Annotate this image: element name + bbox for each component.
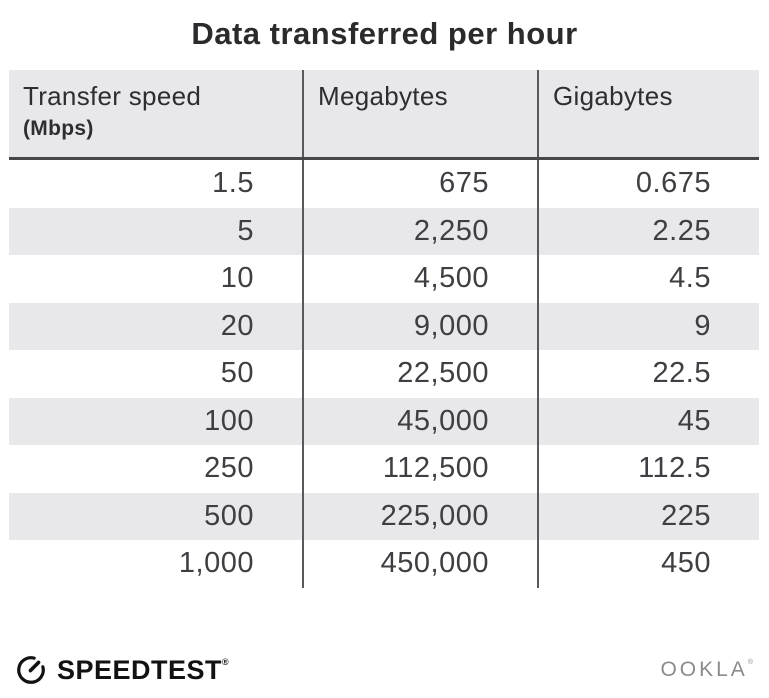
data-table: Transfer speed (Mbps) Megabytes Gigabyte… bbox=[9, 70, 759, 588]
cell-transfer-speed: 100 bbox=[204, 404, 254, 437]
cell-gigabytes: 4.5 bbox=[537, 255, 759, 303]
cell-gigabytes: 22.5 bbox=[537, 350, 759, 398]
cell-gigabytes: 0.675 bbox=[537, 160, 759, 208]
cell-megabytes: 675 bbox=[302, 160, 537, 208]
header-megabytes: Megabytes bbox=[302, 70, 537, 157]
table-row: 5 2,250 2.25 bbox=[9, 207, 759, 255]
speedtest-wordmark: SPEEDTEST® bbox=[57, 654, 230, 685]
cell-transfer-speed: 10 bbox=[220, 262, 254, 295]
cell-transfer-speed: 20 bbox=[220, 309, 254, 342]
cell-megabytes: 9,000 bbox=[302, 302, 537, 350]
cell-gigabytes: 45 bbox=[537, 397, 759, 445]
cell-megabytes: 225,000 bbox=[302, 492, 537, 540]
cell-gigabytes: 2.25 bbox=[537, 207, 759, 255]
table-row: 1.5 675 0.675 bbox=[9, 160, 759, 208]
cell-transfer-speed: 1,000 bbox=[178, 547, 254, 580]
cell-megabytes: 2,250 bbox=[302, 207, 537, 255]
cell-megabytes: 112,500 bbox=[302, 445, 537, 493]
cell-transfer-speed: 250 bbox=[204, 452, 254, 485]
header-gigabytes: Gigabytes bbox=[537, 70, 759, 157]
cell-megabytes: 4,500 bbox=[302, 255, 537, 303]
header-megabytes-label: Megabytes bbox=[318, 81, 448, 111]
table-row: 10 4,500 4.5 bbox=[9, 255, 759, 303]
cell-transfer-speed: 50 bbox=[220, 357, 254, 390]
header-transfer-speed-label: Transfer speed bbox=[23, 81, 202, 111]
header-transfer-speed: Transfer speed (Mbps) bbox=[9, 70, 302, 157]
ookla-logo: OOKLA® bbox=[660, 658, 753, 681]
table-row: 250 112,500 112.5 bbox=[9, 445, 759, 493]
table-row: 20 9,000 9 bbox=[9, 302, 759, 350]
cell-gigabytes: 112.5 bbox=[537, 445, 759, 493]
registered-mark-icon: ® bbox=[747, 659, 753, 666]
footer: SPEEDTEST® OOKLA® bbox=[14, 648, 753, 692]
table-row: 50 22,500 22.5 bbox=[9, 350, 759, 398]
table-row: 500 225,000 225 bbox=[9, 492, 759, 540]
cell-transfer-speed: 5 bbox=[237, 214, 254, 247]
table-body: 1.5 675 0.675 5 2,250 2.25 10 4,500 4.5 20 9,000 9 5… bbox=[9, 160, 759, 588]
cell-gigabytes: 450 bbox=[537, 540, 759, 588]
header-gigabytes-label: Gigabytes bbox=[553, 81, 673, 111]
table-row: 100 45,000 45 bbox=[9, 397, 759, 445]
cell-gigabytes: 225 bbox=[537, 492, 759, 540]
registered-mark-icon: ® bbox=[222, 656, 230, 667]
header-transfer-speed-unit: (Mbps) bbox=[23, 117, 94, 140]
cell-megabytes: 45,000 bbox=[302, 397, 537, 445]
speedometer-icon bbox=[14, 653, 48, 687]
cell-transfer-speed: 500 bbox=[204, 499, 254, 532]
page-title: Data transferred per hour bbox=[191, 16, 578, 51]
table-header-row: Transfer speed (Mbps) Megabytes Gigabyte… bbox=[9, 70, 759, 160]
table-row: 1,000 450,000 450 bbox=[9, 540, 759, 588]
speedtest-logo: SPEEDTEST® bbox=[14, 653, 229, 687]
cell-transfer-speed: 1.5 bbox=[212, 167, 254, 200]
cell-gigabytes: 9 bbox=[537, 302, 759, 350]
cell-megabytes: 22,500 bbox=[302, 350, 537, 398]
cell-megabytes: 450,000 bbox=[302, 540, 537, 588]
